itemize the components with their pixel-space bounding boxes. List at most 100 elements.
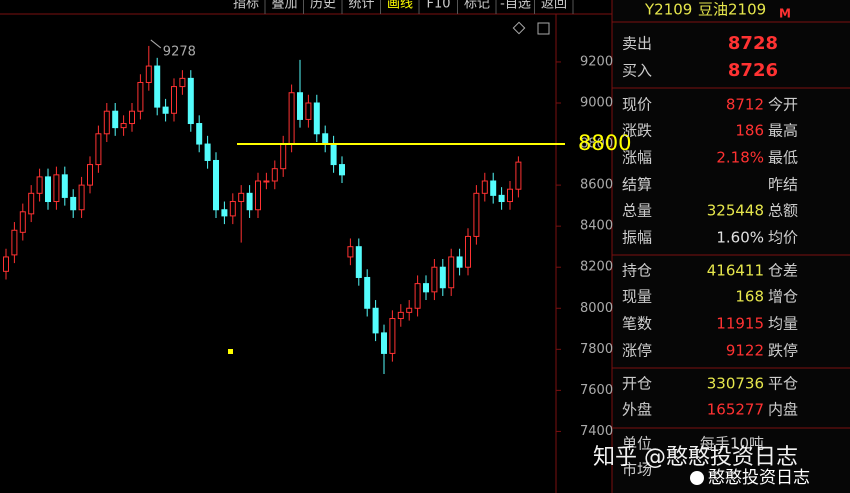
row-label-2: 总额 (768, 202, 798, 220)
candle-body (347, 246, 354, 258)
row-value: 186 (735, 122, 764, 140)
candle-body (95, 133, 102, 166)
toolbar-button[interactable]: -自选 (500, 0, 531, 12)
candle-body (364, 276, 371, 309)
candle-body (112, 110, 119, 129)
row-label-2: 跌停 (768, 342, 798, 360)
row-label: 总量 (622, 202, 652, 220)
row-label: 现量 (622, 288, 652, 306)
row-value: 8712 (726, 96, 764, 114)
row-label: 开仓 (622, 375, 652, 393)
row-value: 9122 (726, 342, 764, 360)
candle-body (213, 159, 219, 211)
y-tick-label: 9000 (580, 96, 613, 111)
candle-body (53, 174, 60, 203)
toolbar-button[interactable]: 标记 (464, 0, 490, 12)
candle-body (280, 143, 287, 170)
window-icon[interactable] (537, 22, 550, 35)
candle-body (70, 196, 77, 211)
diamond-icon[interactable] (512, 21, 526, 35)
toolbar-button[interactable]: 叠加 (271, 0, 297, 12)
candle-body (255, 180, 261, 211)
candle-body (137, 81, 144, 112)
candle-body (439, 266, 446, 289)
candle-body (196, 123, 203, 145)
row-label-2: 均价 (768, 229, 798, 247)
row-label: 涨跌 (622, 122, 652, 140)
y-tick-label: 7400 (580, 424, 613, 439)
candle-body (61, 174, 68, 198)
row-label-2: 今开 (768, 96, 798, 114)
candle-body (11, 229, 18, 256)
toolbar-button[interactable]: 历史 (310, 0, 336, 12)
row-label: 涨幅 (622, 149, 652, 167)
candle-body (498, 194, 505, 203)
row-value: 330736 (707, 375, 764, 393)
candle-body (171, 86, 177, 114)
candle-body (179, 77, 186, 88)
row-label: 现价 (622, 96, 652, 114)
toolbar-button[interactable]: F10 (426, 0, 450, 12)
candle-body (297, 92, 303, 120)
row-label-2: 内盘 (768, 401, 798, 419)
candle-body (238, 192, 245, 203)
candle-body (456, 256, 463, 268)
toolbar-button[interactable]: 指标 (233, 0, 259, 12)
candle-body (263, 180, 270, 183)
row-value: 165277 (707, 401, 764, 419)
candle-body (313, 102, 320, 135)
candle-body (36, 176, 43, 194)
candle-body (19, 211, 26, 233)
row-label-2: 增仓 (768, 288, 798, 306)
candle-body (204, 143, 211, 161)
candle-body (129, 110, 135, 125)
row-value: 1.60% (716, 229, 764, 247)
row-label-2: 昨结 (768, 176, 798, 194)
y-tick-label: 8800 (580, 137, 613, 152)
candle-body (372, 307, 379, 334)
row-label-2: 最高 (768, 122, 798, 140)
candle-body (288, 92, 295, 145)
row-label: 卖出 (622, 35, 652, 53)
row-label-2: 最低 (768, 149, 798, 167)
watermark-2: 憨憨投资日志 (708, 468, 810, 488)
row-value: 325448 (707, 202, 764, 220)
candle-body (481, 180, 488, 194)
candle-body (406, 307, 413, 313)
quote-panel-bg (612, 0, 850, 493)
candle-body (322, 133, 329, 145)
row-label-2: 平仓 (768, 375, 798, 393)
candle-body (78, 184, 85, 211)
watermark-icon (690, 471, 704, 485)
toolbar-button[interactable]: 统计 (348, 0, 374, 12)
candle-body (246, 192, 253, 211)
candle-body (120, 123, 127, 129)
row-value: 8726 (728, 60, 778, 81)
candle-body (355, 246, 362, 278)
candle-body (339, 164, 345, 176)
horizontal-line-label: 8800 (578, 131, 631, 155)
row-label: 买入 (622, 62, 652, 80)
row-label-2: 仓差 (768, 262, 798, 280)
row-label: 单位 (622, 435, 652, 453)
annotation-leader (150, 39, 162, 49)
watermark: 知乎 @憨憨投资日志 (593, 445, 798, 470)
y-tick-label: 8200 (580, 260, 613, 275)
y-tick-label: 8400 (580, 219, 613, 234)
row-value: 416411 (707, 262, 764, 280)
row-label: 涨停 (622, 342, 652, 360)
candle-body (187, 77, 194, 125)
candle-body (465, 235, 471, 268)
y-tick-label: 8000 (580, 301, 613, 316)
candle-body (45, 176, 51, 203)
toolbar-button[interactable]: 画线 (387, 0, 413, 12)
candle-body (473, 192, 480, 237)
toolbar-button[interactable]: 返回 (541, 0, 567, 12)
row-label: 振幅 (622, 229, 652, 247)
candle-body (154, 65, 161, 108)
candle-body (423, 283, 429, 293)
candle-body (389, 318, 396, 354)
candle-body (515, 161, 522, 190)
candle-body (271, 168, 278, 182)
y-tick-label: 7800 (580, 342, 613, 357)
